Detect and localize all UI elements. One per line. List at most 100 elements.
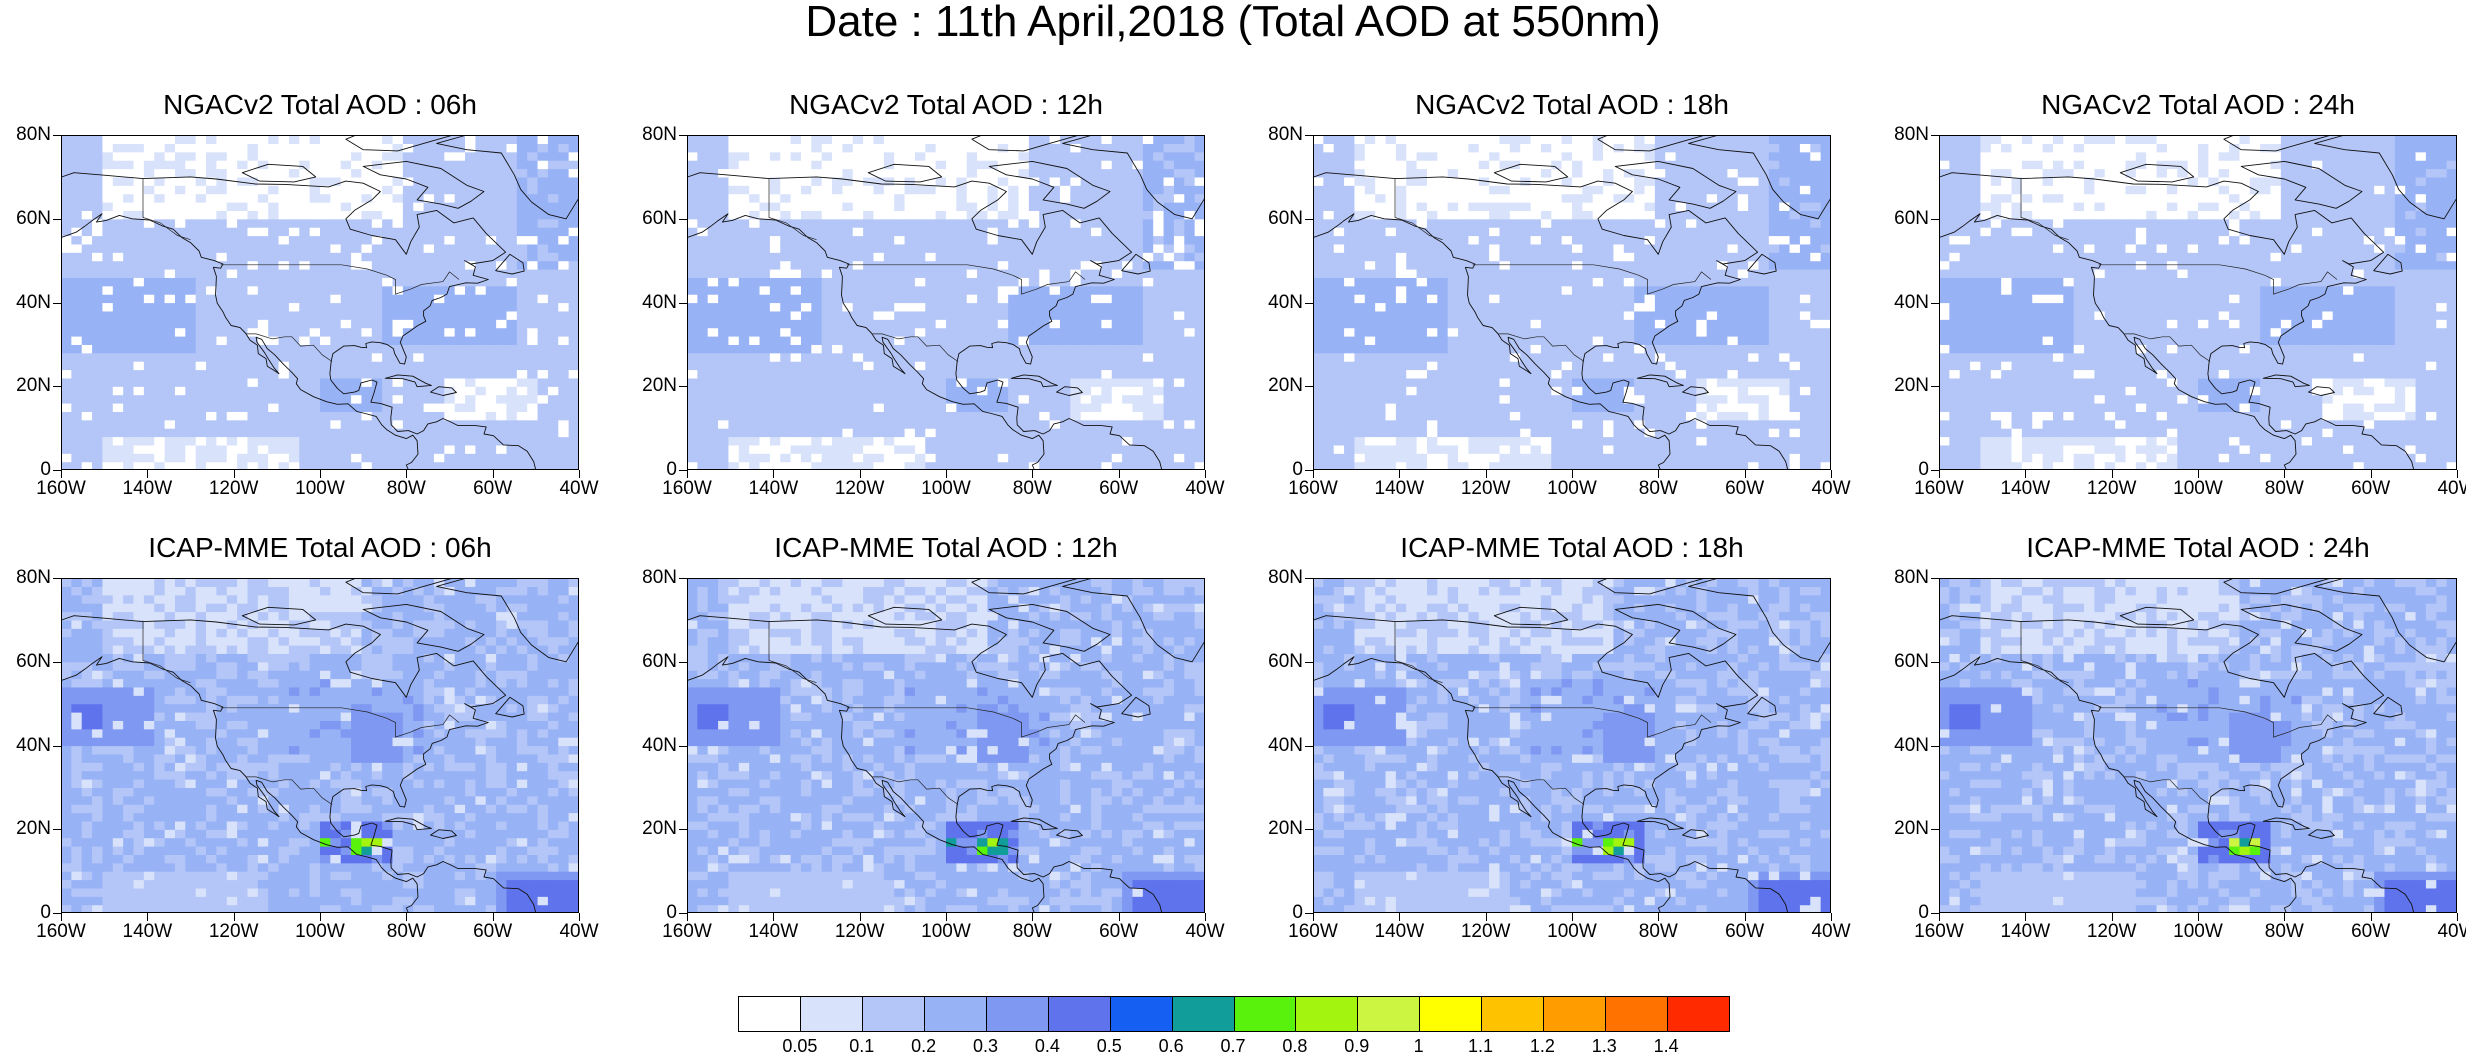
lon-tick-label: 60W <box>1725 921 1765 942</box>
lat-tick-label: 0 <box>1918 902 1929 923</box>
island-victoria <box>241 606 317 626</box>
island-cuba <box>2262 817 2310 831</box>
lat-tick-mark <box>53 661 61 663</box>
lon-tick-label: 40W <box>559 921 599 942</box>
coastline-atlantic <box>1313 172 1789 470</box>
aod-field <box>687 578 1205 913</box>
lon-tick-label: 60W <box>473 921 513 942</box>
lat-tick-mark <box>1305 578 1313 579</box>
lon-tick-label: 100W <box>1547 921 1597 942</box>
island-hispaniola <box>2308 829 2335 839</box>
coastline-pacific <box>1313 656 1671 913</box>
colorbar-cell <box>1606 997 1669 1031</box>
lat-tick-mark <box>1931 745 1939 747</box>
colorbar-label: 0.8 <box>1282 1036 1308 1056</box>
lat-tick-mark <box>1931 661 1939 663</box>
island-cuba <box>1636 374 1684 388</box>
lon-tick-mark <box>859 470 861 478</box>
colorbar-label: 1.4 <box>1653 1036 1679 1056</box>
lat-tick-mark <box>1931 829 1939 831</box>
aod-field <box>1939 578 2457 913</box>
aod-map <box>61 578 579 913</box>
lon-tick-label: 140W <box>748 478 799 499</box>
lon-tick-mark <box>579 913 580 921</box>
map-panel: ICAP-MME Total AOD : 24h 80N 60N 40N 20N 0 160… <box>1894 533 2466 942</box>
lat-tick-label: 60N <box>1894 207 1929 229</box>
lon-tick-mark <box>2111 470 2113 478</box>
lat-tick-label: 0 <box>40 459 51 480</box>
national-borders <box>1394 178 1712 362</box>
map-panel: ICAP-MME Total AOD : 12h 80N 60N 40N 20N 0 160… <box>642 533 1224 942</box>
island-baffin <box>2240 160 2363 209</box>
lat-tick-mark <box>1305 745 1313 747</box>
island-ellesmere <box>971 578 1081 595</box>
lon-tick-mark <box>1572 913 1573 921</box>
island-cuba <box>1010 374 1058 388</box>
lon-tick-label: 140W <box>122 921 173 942</box>
aod-field <box>1313 135 1831 470</box>
lon-tick-mark <box>1032 470 1034 478</box>
lon-tick-label: 80W <box>1012 478 1052 499</box>
lon-tick-label: 40W <box>559 478 599 499</box>
lon-tick-mark <box>2111 913 2113 921</box>
national-borders <box>768 621 1086 805</box>
lon-tick-mark <box>2457 913 2458 921</box>
colorbar-cell <box>739 997 801 1031</box>
lon-tick-mark <box>1313 913 1314 921</box>
lat-tick-label: 60N <box>642 207 677 229</box>
lon-tick-label: 100W <box>921 478 971 499</box>
lon-tick-mark <box>1399 470 1401 478</box>
lon-tick-label: 80W <box>2264 478 2304 499</box>
island-newfoundland <box>1747 696 1777 718</box>
lat-tick-mark <box>1305 302 1313 304</box>
colorbar-label: 0.7 <box>1220 1036 1246 1056</box>
lat-tick-mark <box>679 135 687 136</box>
lon-tick-label: 160W <box>1914 478 1964 499</box>
island-victoria <box>2119 163 2195 183</box>
island-baffin <box>2240 603 2363 652</box>
lat-tick-label: 60N <box>1268 650 1303 672</box>
map-panel: NGACv2 Total AOD : 18h 80N 60N 40N 20N 0 160W 1… <box>1268 90 1850 499</box>
lat-tick-label: 80N <box>642 124 677 145</box>
island-ellesmere <box>2223 578 2333 595</box>
lat-tick-label: 20N <box>16 818 51 840</box>
lon-tick-mark <box>2025 913 2027 921</box>
island-greenland <box>1688 578 1831 663</box>
lon-tick-label: 60W <box>1725 478 1765 499</box>
coastline-atlantic <box>1313 615 1789 913</box>
lon-tick-mark <box>1118 913 1120 921</box>
lon-tick-label: 80W <box>386 478 426 499</box>
island-baffin <box>1614 603 1737 652</box>
lon-tick-mark <box>320 470 321 478</box>
island-hispaniola <box>1682 386 1709 396</box>
aod-field <box>687 135 1205 470</box>
lat-tick-label: 0 <box>40 902 51 923</box>
lat-tick-label: 80N <box>1894 567 1929 588</box>
lat-tick-mark <box>53 745 61 747</box>
lon-tick-label: 60W <box>2351 921 2391 942</box>
lat-tick-mark <box>53 578 61 579</box>
colorbar-label: 0.05 <box>782 1036 818 1056</box>
lat-tick-label: 20N <box>1894 818 1929 840</box>
lon-tick-mark <box>687 913 688 921</box>
aod-map <box>1313 135 1831 470</box>
lon-tick-label: 160W <box>1914 921 1964 942</box>
island-cuba <box>1010 817 1058 831</box>
coastline-pacific <box>687 656 1045 913</box>
island-hispaniola <box>430 829 457 839</box>
colorbar-label: 0.9 <box>1344 1036 1370 1056</box>
lat-tick-mark <box>1931 470 1939 471</box>
colorbar-cell <box>924 997 987 1031</box>
island-hispaniola <box>1056 829 1083 839</box>
lat-tick-label: 20N <box>1894 375 1929 397</box>
island-ellesmere <box>1597 135 1707 152</box>
lon-tick-mark <box>2370 913 2372 921</box>
lat-tick-mark <box>1305 135 1313 136</box>
lon-tick-mark <box>1658 913 1660 921</box>
lon-tick-label: 80W <box>1638 478 1678 499</box>
lon-tick-label: 140W <box>1374 921 1425 942</box>
lon-tick-mark <box>1205 470 1206 478</box>
island-newfoundland <box>495 253 525 275</box>
coastline-pacific <box>687 213 1045 470</box>
lat-tick-mark <box>1931 218 1939 220</box>
